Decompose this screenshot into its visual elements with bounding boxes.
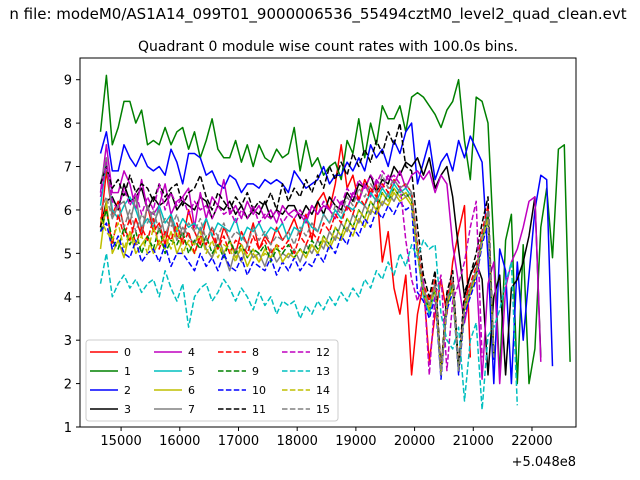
legend-label-11: 11: [252, 403, 266, 416]
legend-box: [85, 339, 339, 422]
legend-label-7: 7: [188, 403, 195, 416]
x-tick-label: 22000: [511, 434, 552, 449]
x-tick-label: 17000: [218, 434, 259, 449]
y-tick-label: 3: [64, 334, 72, 349]
series-line-9: [99, 187, 495, 376]
y-tick-label: 5: [64, 247, 72, 262]
x-tick-label: 16000: [159, 434, 200, 449]
series-line-15: [99, 174, 495, 376]
series-line-8: [99, 178, 495, 372]
legend-label-10: 10: [252, 384, 266, 397]
y-tick-label: 2: [64, 378, 72, 393]
y-tick-label: 8: [64, 117, 72, 132]
y-tick-label: 6: [64, 204, 72, 219]
x-tick-label: 19000: [335, 434, 376, 449]
series-line-14: [99, 187, 495, 376]
legend-label-15: 15: [316, 403, 330, 416]
legend-label-5: 5: [188, 365, 195, 378]
plot-frame: [79, 57, 577, 428]
series-line-10: [99, 200, 495, 380]
x-axis: 15000 16000 17000 18000 19000 20000 21000 22000: [100, 427, 553, 449]
x-tick-label: 20000: [394, 434, 435, 449]
figure-title: n file: modeM0/AS1A14_099T01_9000006536_…: [9, 5, 626, 24]
series-line-2: [99, 122, 554, 385]
legend-label-9: 9: [252, 365, 259, 378]
legend-label-4: 4: [188, 346, 195, 359]
legend-label-12: 12: [316, 346, 330, 359]
series-line-11: [99, 122, 495, 372]
legend-label-3: 3: [124, 403, 131, 416]
legend-label-2: 2: [124, 384, 131, 397]
y-tick-label: 7: [64, 161, 72, 176]
series-line-1: [99, 74, 571, 385]
series-line-12: [99, 161, 483, 376]
y-tick-label: 9: [64, 74, 72, 89]
legend-label-0: 0: [124, 346, 131, 359]
y-tick-label: 4: [64, 291, 72, 306]
x-offset-label: +5.048e8: [512, 455, 576, 470]
series-layer: [99, 74, 571, 411]
legend-label-1: 1: [124, 365, 131, 378]
series-line-5: [99, 161, 495, 372]
legend-label-6: 6: [188, 384, 195, 397]
y-tick-label: 1: [64, 421, 72, 436]
x-tick-label: 15000: [100, 434, 141, 449]
x-tick-label: 21000: [453, 434, 494, 449]
legend-label-8: 8: [252, 346, 259, 359]
series-line-13: [99, 239, 519, 411]
y-axis: 1 2 3 4 5 6 7 8 9: [64, 74, 80, 436]
x-tick-label: 18000: [277, 434, 318, 449]
legend-label-14: 14: [316, 384, 330, 397]
chart-subtitle: Quadrant 0 module wise count rates with …: [138, 39, 518, 55]
legend-label-13: 13: [316, 365, 330, 378]
